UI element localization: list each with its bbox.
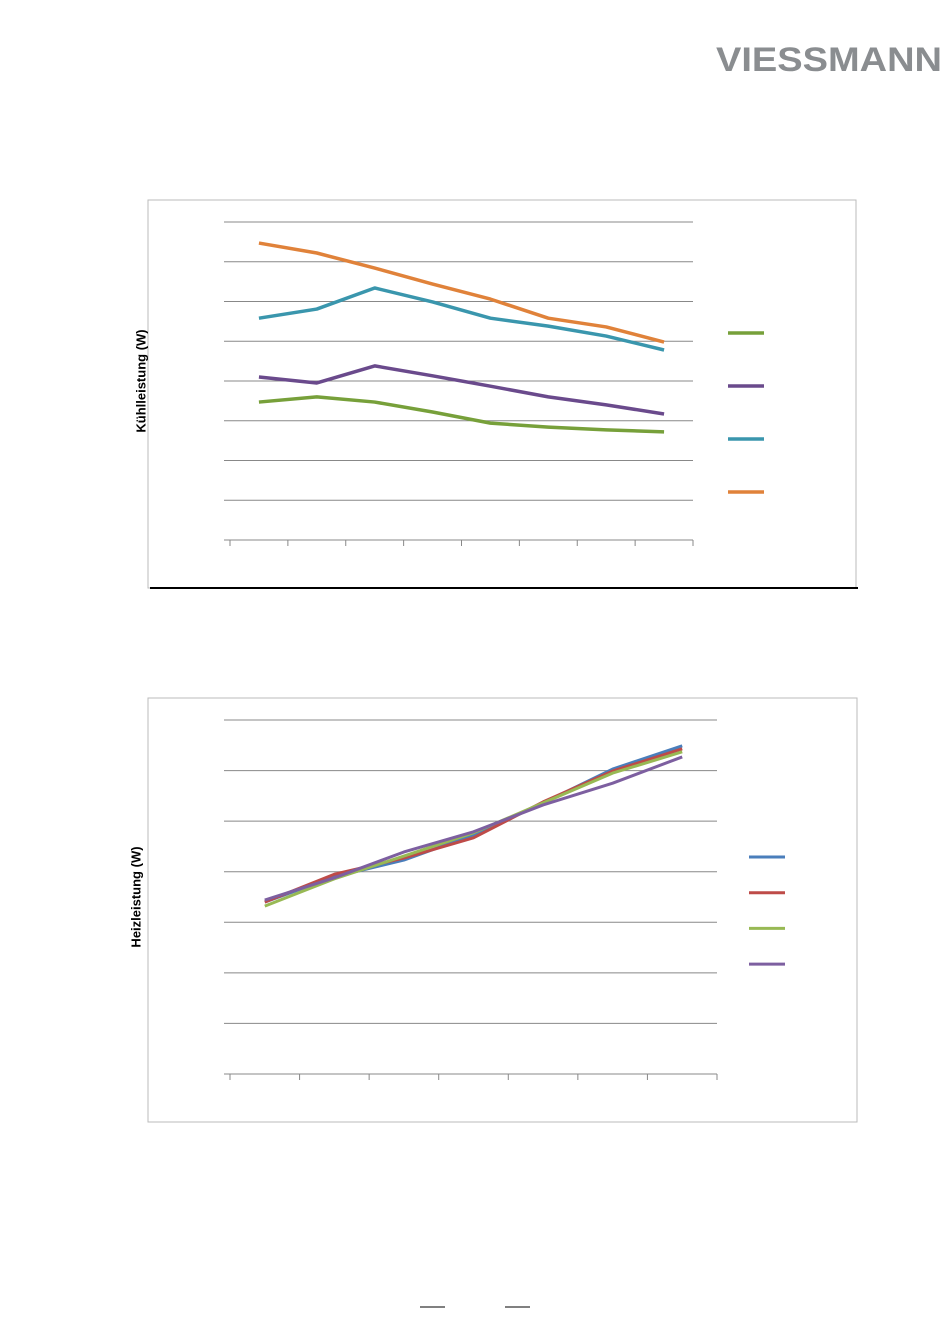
chart-frame <box>147 697 858 1123</box>
y-axis-label: Heizleistung (W) <box>128 846 143 947</box>
series-line <box>258 364 665 416</box>
chart-frame <box>147 199 857 589</box>
series-line <box>264 747 683 904</box>
series-line <box>264 750 683 908</box>
series-line <box>258 241 665 344</box>
y-axis-label: Kühlleistung (W) <box>133 329 148 432</box>
series-line <box>258 286 665 352</box>
logo: VIESSMANN <box>716 41 942 79</box>
series-line <box>264 755 683 902</box>
series-line <box>258 395 665 434</box>
